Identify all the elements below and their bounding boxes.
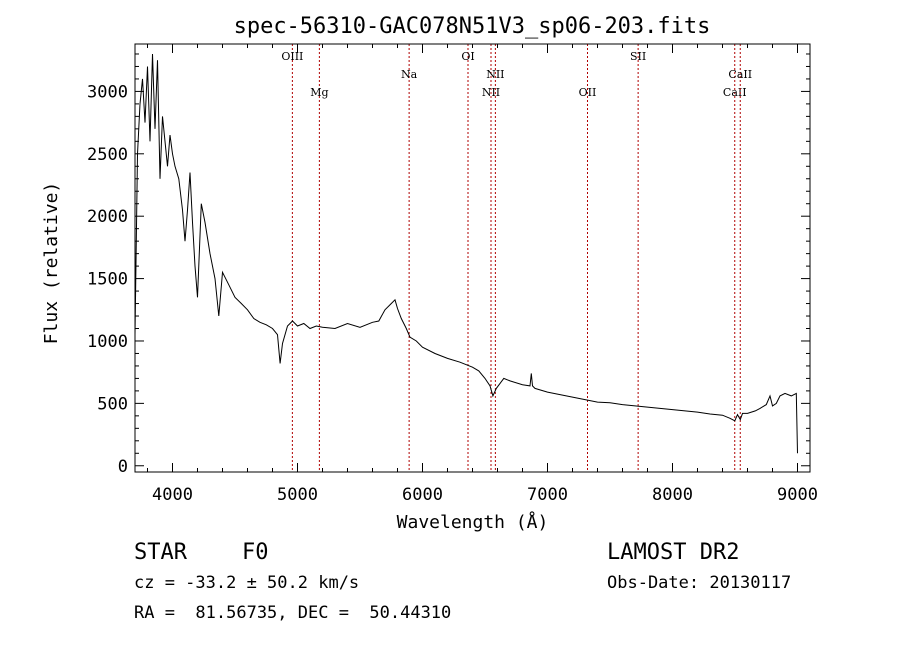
observation-date: Obs-Date: 20130117: [607, 573, 792, 593]
x-tick-label: 6000: [402, 485, 443, 505]
spectral-line-label: OII: [579, 86, 597, 99]
y-tick-label: 1500: [87, 270, 128, 290]
y-tick-label: 2000: [87, 207, 128, 227]
x-axis-label: Wavelength (Å): [397, 511, 549, 533]
x-tick-label: 8000: [652, 485, 693, 505]
y-axis-label: Flux (relative): [41, 182, 62, 345]
y-tick-label: 2500: [87, 145, 128, 165]
spectral-line-label: CaII: [728, 68, 752, 81]
sky-coordinates: RA = 81.56735, DEC = 50.44310: [134, 603, 452, 623]
spectral-line-label: CaII: [723, 86, 747, 99]
plot-frame: [134, 43, 811, 473]
y-tick-label: 1000: [87, 332, 128, 352]
x-tick-label: 7000: [527, 485, 568, 505]
spectral-line-label: SII: [630, 50, 646, 63]
spectrum-series-line: [134, 53, 798, 454]
x-tick-label: 5000: [277, 485, 318, 505]
spectral-line-label: OIII: [281, 50, 303, 63]
redshift-velocity: cz = -33.2 ± 50.2 km/s: [134, 573, 360, 593]
y-tick-label: 3000: [87, 82, 128, 102]
spectral-line-label: Mg: [310, 86, 328, 99]
chart-title: spec-56310-GAC078N51V3_sp06-203.fits: [234, 14, 711, 39]
survey-name: LAMOST DR2: [607, 540, 740, 565]
y-tick-label: 0: [118, 457, 128, 477]
axes: 4000 5000 6000 7000 8000 9000 0 500 1000 1500 2000…: [87, 44, 818, 505]
x-tick-label: 4000: [152, 485, 193, 505]
x-tick-label: 9000: [777, 485, 818, 505]
spectral-class: F0: [242, 540, 269, 565]
spectral-line-label: NII: [482, 86, 500, 99]
spectral-line-label: Na: [401, 68, 418, 81]
spectral-line-label: OI: [461, 50, 474, 63]
y-tick-label: 500: [97, 394, 128, 414]
object-type: STAR: [134, 540, 187, 565]
spectral-line-markers: OIII Mg Na OI NII NII OII SII CaII CaII: [281, 44, 752, 472]
spectral-line-label: NII: [486, 68, 504, 81]
